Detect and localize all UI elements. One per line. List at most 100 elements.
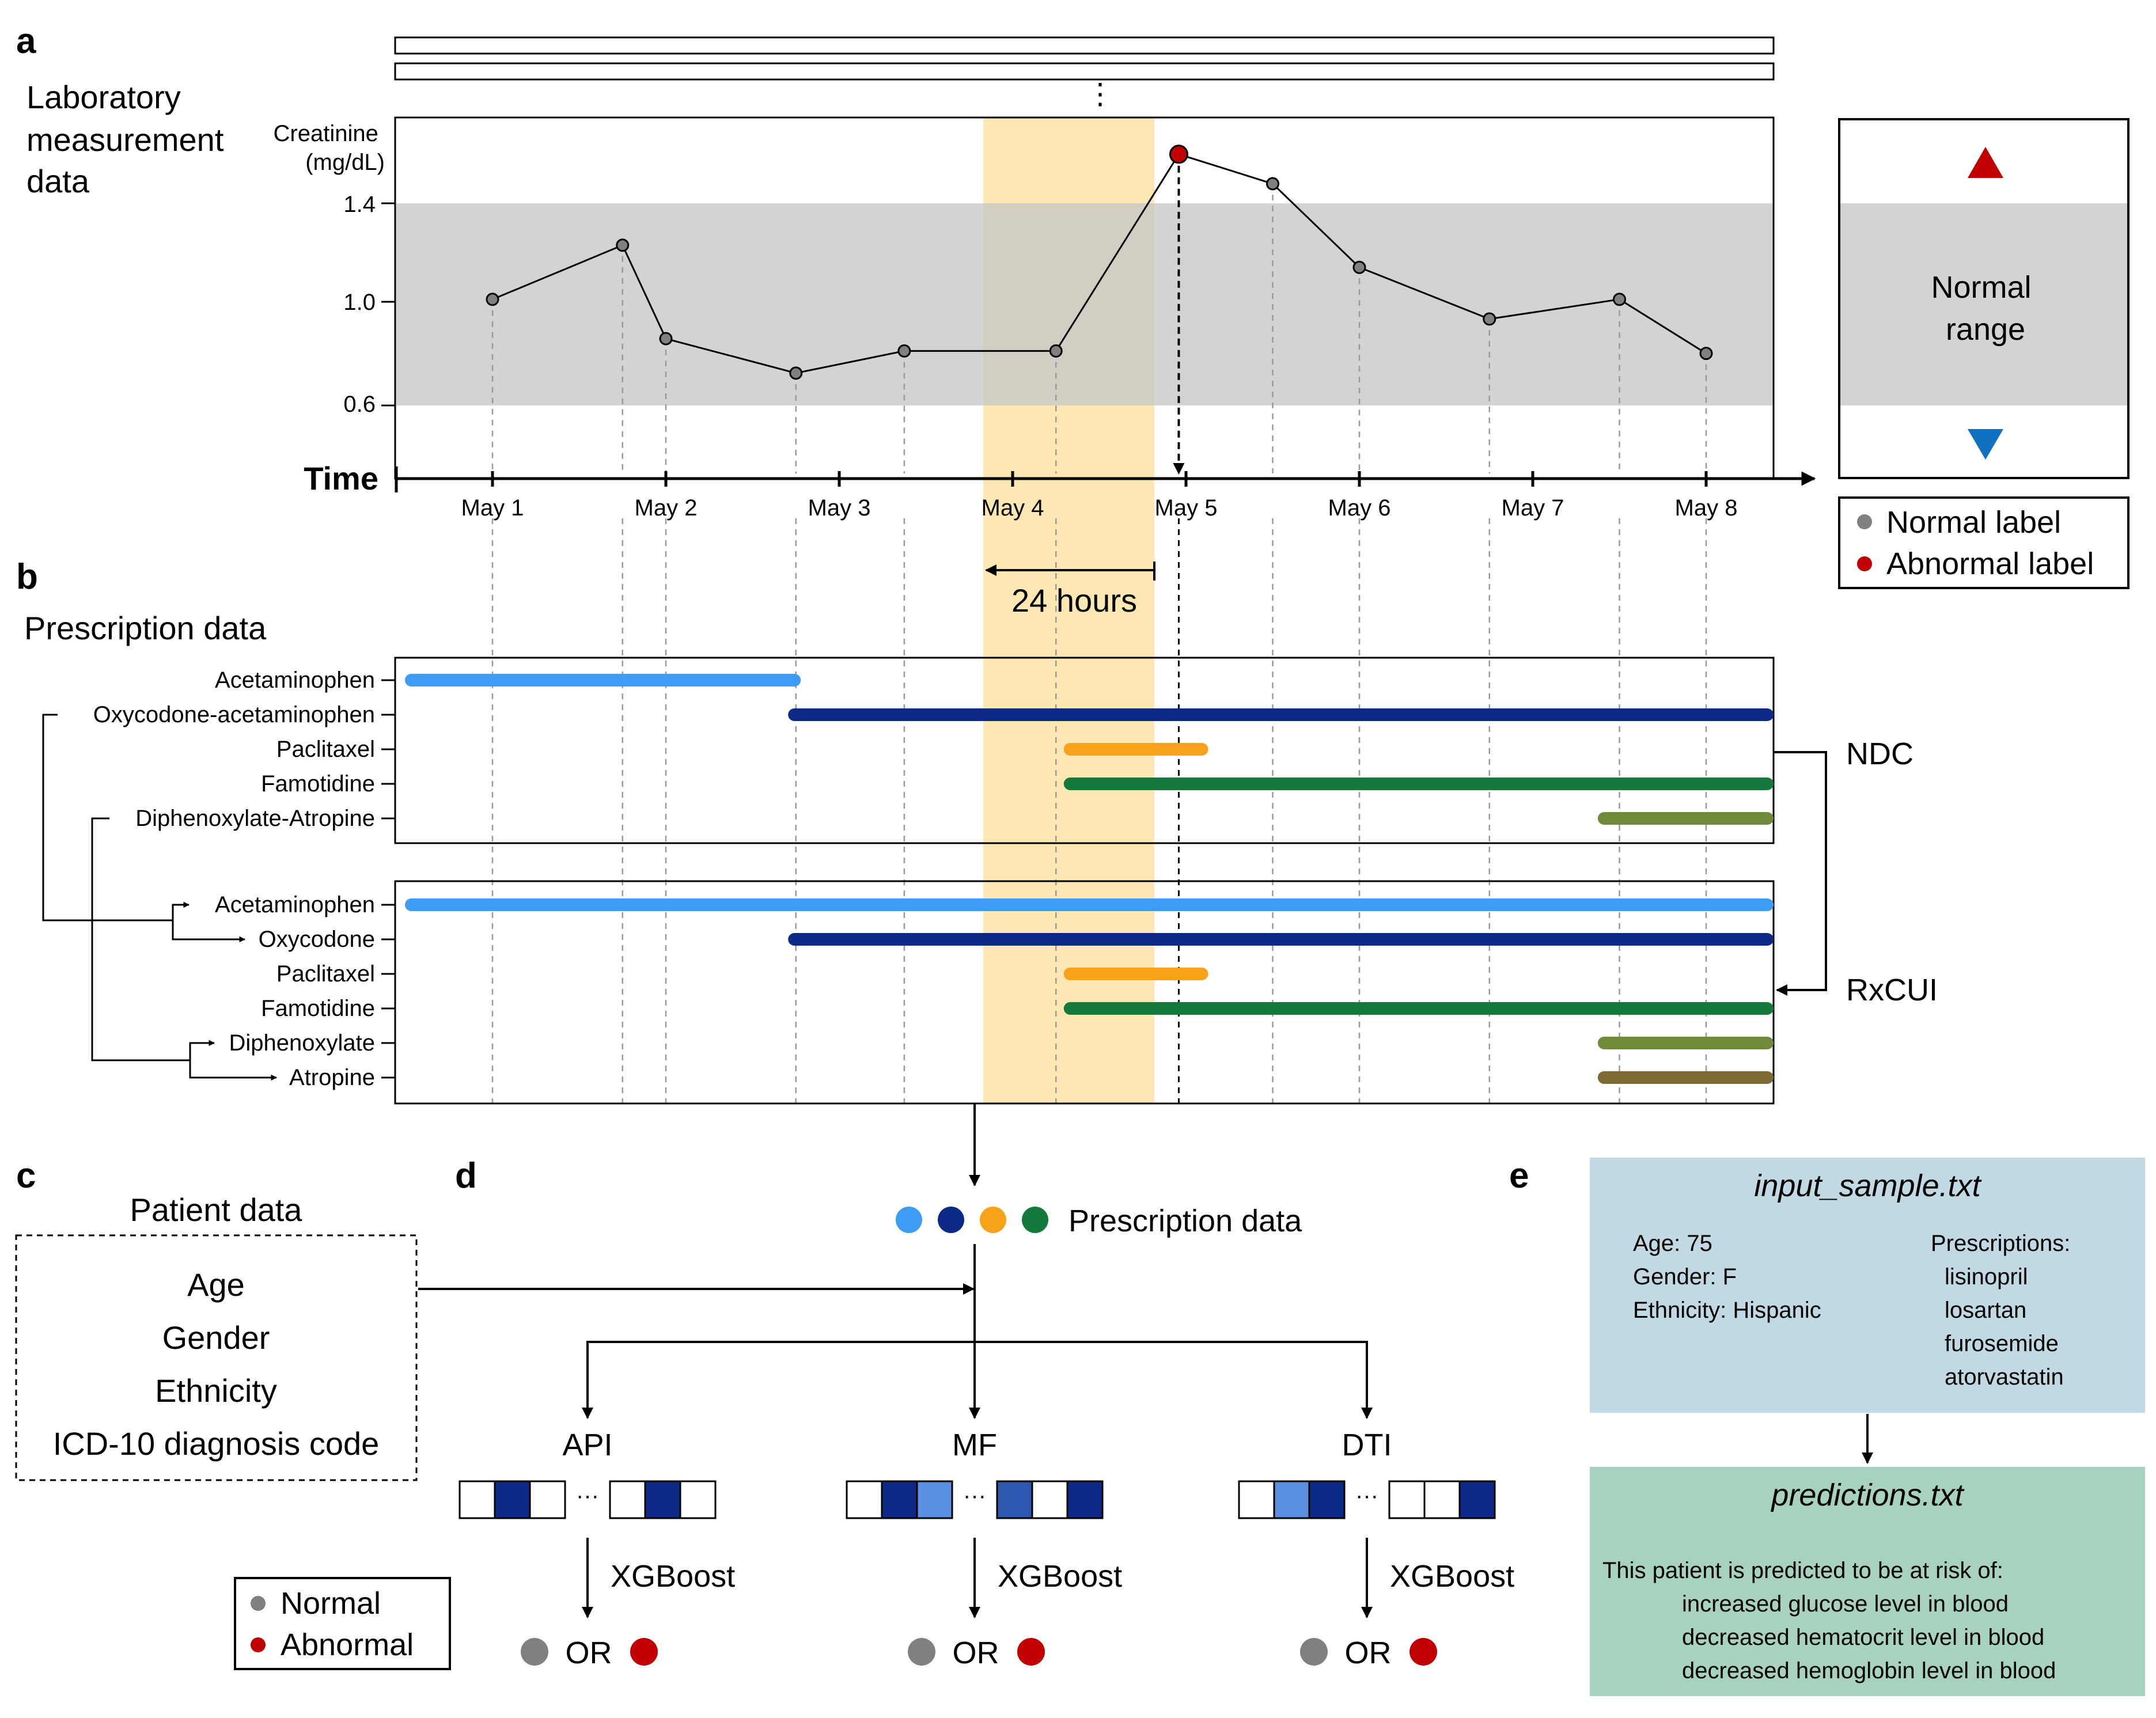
rxcui-drug-label: Paclitaxel — [276, 961, 375, 987]
rxcui-drug-label: Diphenoxylate — [229, 1030, 376, 1056]
prescription-dot-icon — [896, 1207, 922, 1233]
date-tick-label: May 2 — [635, 495, 698, 521]
ndc-rows — [405, 674, 1774, 825]
output-normal-dot-icon — [1300, 1638, 1328, 1666]
ndc-drug-label: Paclitaxel — [276, 737, 375, 762]
legend-abnormal-text: Abnormal — [281, 1628, 414, 1662]
input-age: Age: 75 — [1633, 1231, 1712, 1256]
feature-cell — [1308, 1480, 1346, 1519]
feature-cell — [1066, 1480, 1104, 1519]
date-ticks: May 1 May 2 May 3 May 4 May 5 May 6 May 7 May 8 — [461, 471, 1738, 521]
prediction-item: increased glucose level in blood — [1682, 1591, 2009, 1617]
input-prescriptions-title: Prescriptions: — [1931, 1231, 2070, 1256]
rxcui-rows — [405, 898, 1774, 1084]
input-sample-box — [1590, 1158, 2145, 1413]
output-abnormal-dot-icon — [1409, 1638, 1437, 1666]
ndc-to-rxcui-mapping — [42, 714, 278, 1081]
xgboost-label-dti: XGBoost — [1390, 1559, 1514, 1594]
predictions-intro: This patient is predicted to be at risk … — [1602, 1558, 2003, 1583]
normal-point — [659, 332, 673, 346]
panel-label-e: e — [1509, 1156, 1529, 1196]
window-label: 24 hours — [1011, 582, 1137, 619]
input-ethnicity: Ethnicity: Hispanic — [1633, 1298, 1821, 1323]
feature-vectors — [459, 1480, 1496, 1519]
ndc-drug-label: Famotidine — [261, 771, 375, 797]
prediction-item: decreased hemoglobin level in blood — [1682, 1658, 2056, 1683]
ndc-drug-label: Acetaminophen — [215, 668, 375, 693]
normal-label-text: Normal label — [1886, 505, 2061, 540]
normal-range-line-2: range — [1946, 312, 2025, 347]
feature-cell — [459, 1480, 496, 1519]
output-normal-dot-icon — [521, 1638, 548, 1666]
predictions-box — [1590, 1467, 2145, 1696]
patient-data-box — [15, 1234, 418, 1481]
stacked-test-frame-2 — [394, 62, 1775, 81]
output-normal-dot-icon — [908, 1638, 935, 1666]
vector-ellipsis-api: ··· — [576, 1483, 599, 1508]
date-tick-label: May 1 — [461, 495, 524, 521]
abnormal-label-dot-icon — [1857, 556, 1872, 571]
row-ticks — [381, 679, 395, 1079]
date-tick-label: May 3 — [808, 495, 871, 521]
normal-range-line-1: Normal — [1931, 270, 2031, 305]
stack-ellipsis: ⋮ — [1086, 78, 1115, 110]
normal-point — [1049, 344, 1063, 358]
xgboost-label-api: XGBoost — [611, 1559, 735, 1594]
feature-cell — [679, 1480, 717, 1519]
input-sample-title: input_sample.txt — [1754, 1169, 1981, 1203]
stacked-test-frame-1 — [394, 36, 1775, 55]
feature-name-dti: DTI — [1342, 1428, 1392, 1462]
normal-label-dot-icon — [1857, 514, 1872, 529]
feature-cell — [1388, 1480, 1426, 1519]
feature-cell — [1238, 1480, 1275, 1519]
input-prescription-item: lisinopril — [1945, 1264, 2028, 1290]
feature-cell — [846, 1480, 883, 1519]
prescription-dot-icon — [980, 1207, 1006, 1233]
feature-cell — [609, 1480, 646, 1519]
feature-cell — [1458, 1480, 1496, 1519]
normal-point — [1266, 177, 1279, 191]
patient-item-icd10: ICD-10 diagnosis code — [53, 1425, 380, 1462]
prescription-dot-icon — [938, 1207, 964, 1233]
normal-point — [789, 366, 803, 380]
creatinine-label-line-2: (mg/dL) — [305, 150, 385, 175]
ndc-drug-label: Diphenoxylate-Atropine — [135, 806, 375, 831]
y-tick-label-0-6: 0.6 — [343, 392, 376, 417]
panel-label-a: a — [16, 21, 36, 61]
input-prescription-item: losartan — [1945, 1298, 2026, 1323]
normal-point — [1483, 312, 1496, 326]
abnormal-label-text: Abnormal label — [1886, 547, 2094, 581]
y-tick-label-1-4: 1.4 — [343, 192, 376, 217]
feature-cell — [644, 1480, 681, 1519]
normal-point — [1699, 347, 1713, 361]
rxcui-drug-label: Acetaminophen — [215, 892, 375, 917]
output-abnormal-dot-icon — [1017, 1638, 1045, 1666]
y-tick-label-1-0: 1.0 — [343, 290, 376, 315]
lab-title: Laboratory measurement data — [26, 79, 233, 199]
patient-title: Patient data — [130, 1192, 303, 1228]
vector-ellipsis-mf: ··· — [963, 1483, 986, 1508]
panel-label-d: d — [455, 1156, 477, 1196]
input-prescription-item: furosemide — [1945, 1331, 2059, 1356]
or-label-api: OR — [566, 1636, 612, 1670]
date-tick-label: May 7 — [1502, 495, 1564, 521]
patient-item-age: Age — [187, 1266, 245, 1303]
patient-item-gender: Gender — [162, 1319, 270, 1356]
creatinine-line — [492, 153, 1707, 374]
rxcui-drug-label: Oxycodone — [259, 927, 375, 952]
or-label-dti: OR — [1345, 1636, 1392, 1670]
legend-normal-dot-icon — [251, 1596, 266, 1611]
panel-label-c: c — [16, 1156, 36, 1196]
creatinine-axis-label: Creatinine (mg/dL) — [274, 121, 385, 175]
normal-range-box — [1838, 118, 2130, 479]
vector-ellipsis-dti: ··· — [1355, 1483, 1378, 1508]
normal-point — [897, 344, 911, 358]
ndc-box — [394, 657, 1775, 844]
predictions-title: predictions.txt — [1770, 1478, 1964, 1512]
date-tick-label: May 8 — [1675, 495, 1738, 521]
ndc-label: NDC — [1846, 737, 1914, 771]
feature-cell — [1031, 1480, 1068, 1519]
label-legend — [1838, 496, 2130, 589]
normal-point — [1613, 293, 1626, 306]
